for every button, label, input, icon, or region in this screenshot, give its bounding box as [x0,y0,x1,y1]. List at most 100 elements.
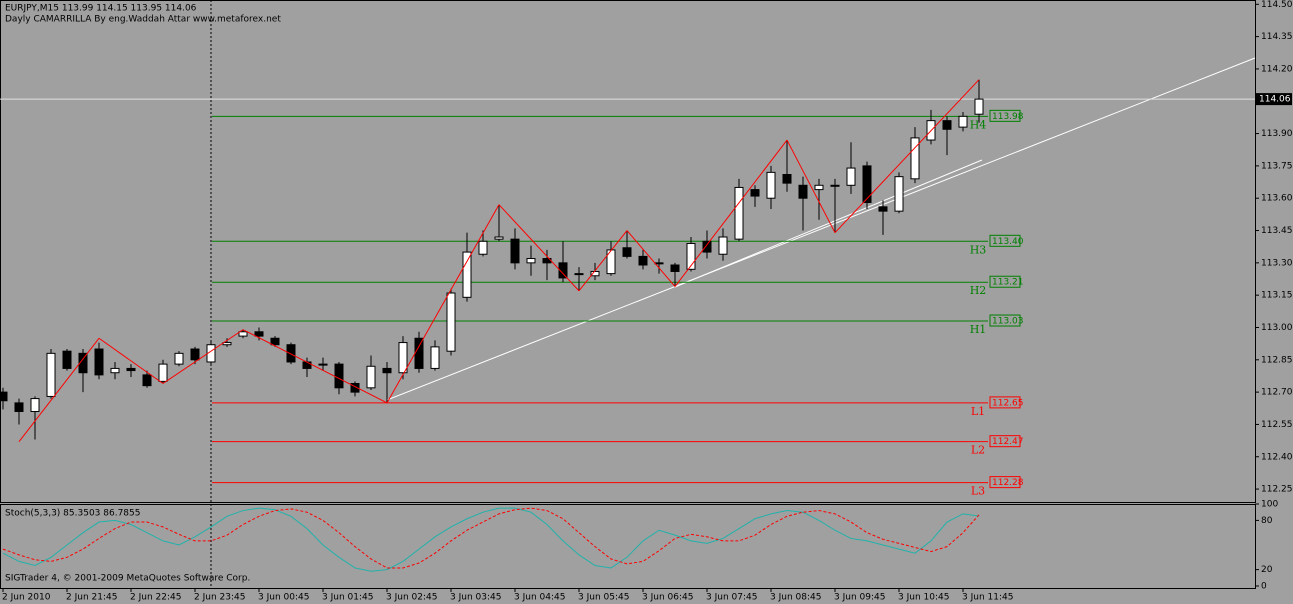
candle-body [862,165,872,204]
candle-body [574,273,584,276]
candle-body [158,363,168,382]
x-tick-label: 3 Jun 00:45 [258,593,309,603]
level-box [989,234,1021,247]
zigzag-segment [242,329,388,404]
candle-body [670,264,680,272]
candle-body [286,344,296,363]
candle-body [974,98,984,115]
x-tick-label: 3 Jun 08:45 [770,593,821,603]
zigzag-segment [386,204,500,404]
candle-body [414,337,424,369]
candle-body [270,337,280,346]
y-tick-label: 80 [1261,516,1273,526]
candle-body [382,367,392,374]
trend-line [674,159,983,288]
x-tick-label: 3 Jun 09:45 [834,593,885,603]
y-tick-label: 112.25 [1261,485,1293,495]
candle-body [318,363,328,366]
zigzag-segment [786,139,836,233]
candle-body [686,242,696,270]
x-tick-label: 3 Jun 11:45 [962,593,1013,603]
y-tick-label: 114.50 [1261,0,1293,10]
trend-line [386,57,1256,401]
zigzag-segment [834,79,980,234]
candle-body [878,206,888,212]
y-tick-label: 113.90 [1261,129,1293,139]
level-name: H3 [970,243,987,256]
level-value: 113.21 [992,278,1024,288]
zigzag-segment [674,139,788,287]
level-value: 112.28 [992,478,1024,488]
candle-body [30,398,40,413]
x-tick-label: 3 Jun 05:45 [578,593,629,603]
x-tick-label: 3 Jun 04:45 [514,593,565,603]
candle-body [142,374,152,387]
candle-body [558,262,568,279]
zigzag-segment [626,230,676,287]
level-value: 113.98 [992,112,1024,122]
indicator-title: Dayly CAMARRILLA By eng.Waddah Attar www… [5,15,281,25]
candle-body [702,240,712,253]
candle-body [766,171,776,199]
y-tick-label: 112.40 [1261,452,1293,462]
level-name: H1 [970,323,987,336]
symbol-title: EURJPY,M15 113.99 114.15 113.95 114.06 [5,4,197,14]
candle-body [350,383,360,393]
x-tick-label: 3 Jun 02:45 [386,593,437,603]
candle-body [0,391,8,402]
stoch-title: Stoch(5,3,3) 85.3503 86.7855 [5,509,140,519]
y-tick-label: 113.15 [1261,291,1293,301]
candle-body [846,167,856,186]
stoch-line [2,507,980,572]
candle-body [494,236,504,240]
x-tick-label: 3 Jun 10:45 [898,593,949,603]
candle-body [510,238,520,264]
candle-body [238,331,248,337]
y-tick-label: 112.70 [1261,388,1293,398]
y-tick-label: 20 [1261,565,1273,575]
level-box [989,435,1021,448]
candle-body [78,352,88,374]
y-tick-label: 113.30 [1261,258,1293,268]
candle-body [398,342,408,374]
level-box [989,396,1021,409]
candle-body [334,363,344,389]
candle-body [638,255,648,266]
candle-body [110,367,120,374]
candle-body [750,189,760,197]
candle-body [526,258,536,264]
level-value: 113.03 [992,317,1024,327]
candle-body [942,120,952,130]
stoch-line [2,507,980,569]
current-price: 114.06 [1259,95,1291,105]
candle-body [126,367,136,372]
candle-body [782,174,792,184]
candle-body [174,352,184,365]
level-box [989,109,1021,122]
y-tick-label: 100 [1261,500,1278,510]
x-tick-label: 2 Jun 23:45 [194,593,245,603]
candle-body [46,352,56,397]
y-tick-label: 112.85 [1261,355,1293,365]
candle-body [478,240,488,255]
x-tick-label: 3 Jun 06:45 [642,593,693,603]
y-tick-label: 112.55 [1261,420,1293,430]
zigzag-segment [18,337,100,442]
level-value: 112.65 [992,398,1024,408]
copyright: SIGTrader 4, © 2001-2009 MetaQuotes Soft… [5,574,250,584]
zigzag-segment [578,230,628,292]
candle-body [366,365,376,389]
y-tick-label: 114.35 [1261,32,1293,42]
level-name: L1 [971,405,985,418]
y-tick-label: 113.45 [1261,226,1293,236]
level-box [989,275,1021,288]
level-value: 113.40 [992,237,1024,247]
candle-body [718,236,728,255]
x-tick-label: 2 Jun 2010 [2,593,51,603]
level-name: H4 [970,118,987,131]
candle-body [734,186,744,240]
candle-body [814,184,824,191]
x-tick-label: 3 Jun 03:45 [450,593,501,603]
current-price-box [1256,93,1292,106]
